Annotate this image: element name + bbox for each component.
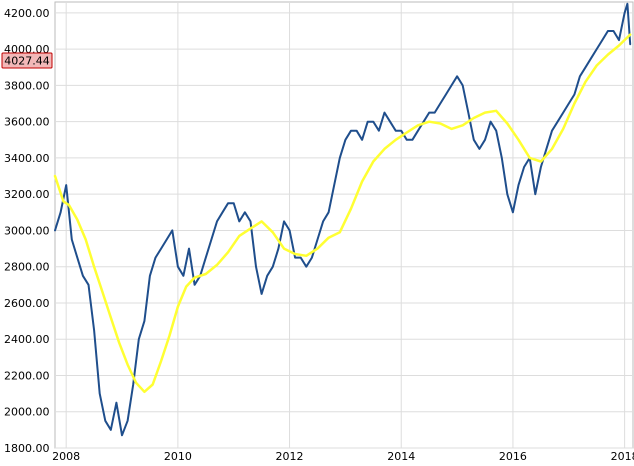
x-tick-label: 2018 <box>611 450 634 463</box>
y-tick-label: 2000.00 <box>4 406 50 419</box>
grid <box>54 1 634 449</box>
y-tick-label: 3000.00 <box>4 224 50 237</box>
y-tick-label: 1800.00 <box>4 442 50 455</box>
y-tick-label: 2400.00 <box>4 333 50 346</box>
current-value-label: 4027.44 <box>4 55 50 68</box>
current-value-badge: 4027.44 <box>1 52 53 69</box>
x-tick-label: 2008 <box>52 450 80 463</box>
y-tick-label: 3600.00 <box>4 116 50 129</box>
average-line <box>53 33 632 394</box>
y-tick-label: 3200.00 <box>4 188 50 201</box>
x-tick-label: 2014 <box>387 450 415 463</box>
x-tick-label: 2016 <box>499 450 527 463</box>
current-value-badge-box <box>1 52 53 69</box>
x-tick-label: 2012 <box>276 450 304 463</box>
y-tick-label: 2800.00 <box>4 261 50 274</box>
y-tick-label: 2600.00 <box>4 297 50 310</box>
y-tick-label: 3400.00 <box>4 152 50 165</box>
series-layer <box>53 2 632 437</box>
x-axis: 2008 2010 2012 2014 2016 2018 <box>52 450 634 463</box>
y-tick-label: 3800.00 <box>4 79 50 92</box>
y-axis: 1800.00 2000.00 2200.00 2400.00 2600.00 2800.… <box>4 7 50 455</box>
y-tick-label: 2200.00 <box>4 369 50 382</box>
x-tick-label: 2010 <box>164 450 192 463</box>
price-line <box>54 2 632 437</box>
y-tick-label: 4200.00 <box>4 7 50 20</box>
